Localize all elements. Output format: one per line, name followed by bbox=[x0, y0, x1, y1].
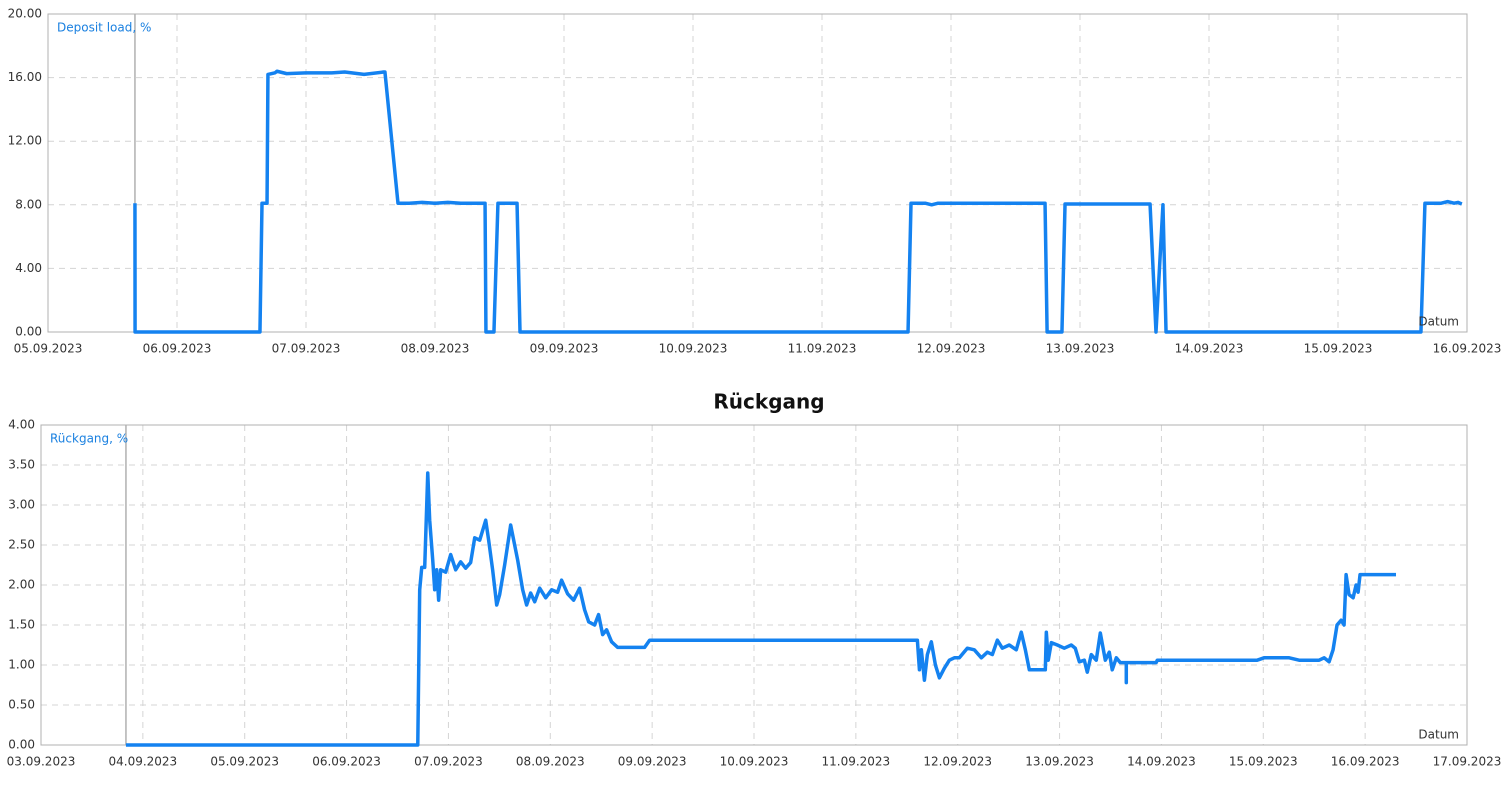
plot-frame bbox=[40, 424, 1468, 746]
y-tick-label: 3.00 bbox=[8, 498, 35, 512]
y-tick-label: 0.00 bbox=[15, 325, 42, 339]
x-tick-label: 13.09.2023 bbox=[1046, 342, 1115, 356]
x-tick-label: 10.09.2023 bbox=[659, 342, 728, 356]
series-label: Deposit load, % bbox=[57, 21, 151, 35]
x-axis-label: Datum bbox=[1418, 728, 1459, 742]
x-tick-label: 06.09.2023 bbox=[143, 342, 212, 356]
x-tick-label: 11.09.2023 bbox=[788, 342, 857, 356]
x-tick-label: 03.09.2023 bbox=[7, 755, 76, 769]
x-tick-label: 14.09.2023 bbox=[1127, 755, 1196, 769]
x-tick-label: 15.09.2023 bbox=[1304, 342, 1373, 356]
x-tick-label: 07.09.2023 bbox=[272, 342, 341, 356]
x-tick-label: 15.09.2023 bbox=[1229, 755, 1298, 769]
y-tick-label: 2.00 bbox=[8, 578, 35, 592]
y-tick-label: 12.00 bbox=[8, 134, 42, 148]
x-tick-label: 06.09.2023 bbox=[312, 755, 381, 769]
x-tick-label: 12.09.2023 bbox=[917, 342, 986, 356]
y-tick-label: 2.50 bbox=[8, 538, 35, 552]
x-tick-label: 08.09.2023 bbox=[516, 755, 585, 769]
x-tick-label: 08.09.2023 bbox=[401, 342, 470, 356]
chart-title: Rückgang bbox=[713, 390, 824, 414]
x-tick-label: 12.09.2023 bbox=[923, 755, 992, 769]
y-tick-label: 1.50 bbox=[8, 618, 35, 632]
x-tick-label: 10.09.2023 bbox=[720, 755, 789, 769]
x-tick-label: 05.09.2023 bbox=[210, 755, 279, 769]
x-tick-label: 07.09.2023 bbox=[414, 755, 483, 769]
series-line bbox=[133, 69, 1463, 334]
x-tick-label: 14.09.2023 bbox=[1175, 342, 1244, 356]
x-tick-label: 09.09.2023 bbox=[618, 755, 687, 769]
x-tick-label: 17.09.2023 bbox=[1433, 755, 1502, 769]
y-tick-label: 20.00 bbox=[8, 7, 42, 21]
y-tick-label: 16.00 bbox=[8, 70, 42, 84]
y-tick-label: 3.50 bbox=[8, 458, 35, 472]
x-tick-label: 05.09.2023 bbox=[14, 342, 83, 356]
y-tick-label: 4.00 bbox=[15, 261, 42, 275]
x-tick-label: 16.09.2023 bbox=[1433, 342, 1502, 356]
y-tick-label: 8.00 bbox=[15, 197, 42, 211]
x-axis-label: Datum bbox=[1418, 315, 1459, 329]
x-tick-label: 11.09.2023 bbox=[821, 755, 890, 769]
series-label: Rückgang, % bbox=[50, 432, 128, 446]
x-tick-label: 04.09.2023 bbox=[108, 755, 177, 769]
y-tick-label: 0.50 bbox=[8, 698, 35, 712]
y-tick-label: 0.00 bbox=[8, 738, 35, 752]
y-tick-label: 1.00 bbox=[8, 658, 35, 672]
x-tick-label: 13.09.2023 bbox=[1025, 755, 1094, 769]
series-line bbox=[125, 471, 1397, 747]
y-tick-label: 4.00 bbox=[8, 418, 35, 432]
x-tick-label: 09.09.2023 bbox=[530, 342, 599, 356]
x-tick-label: 16.09.2023 bbox=[1331, 755, 1400, 769]
